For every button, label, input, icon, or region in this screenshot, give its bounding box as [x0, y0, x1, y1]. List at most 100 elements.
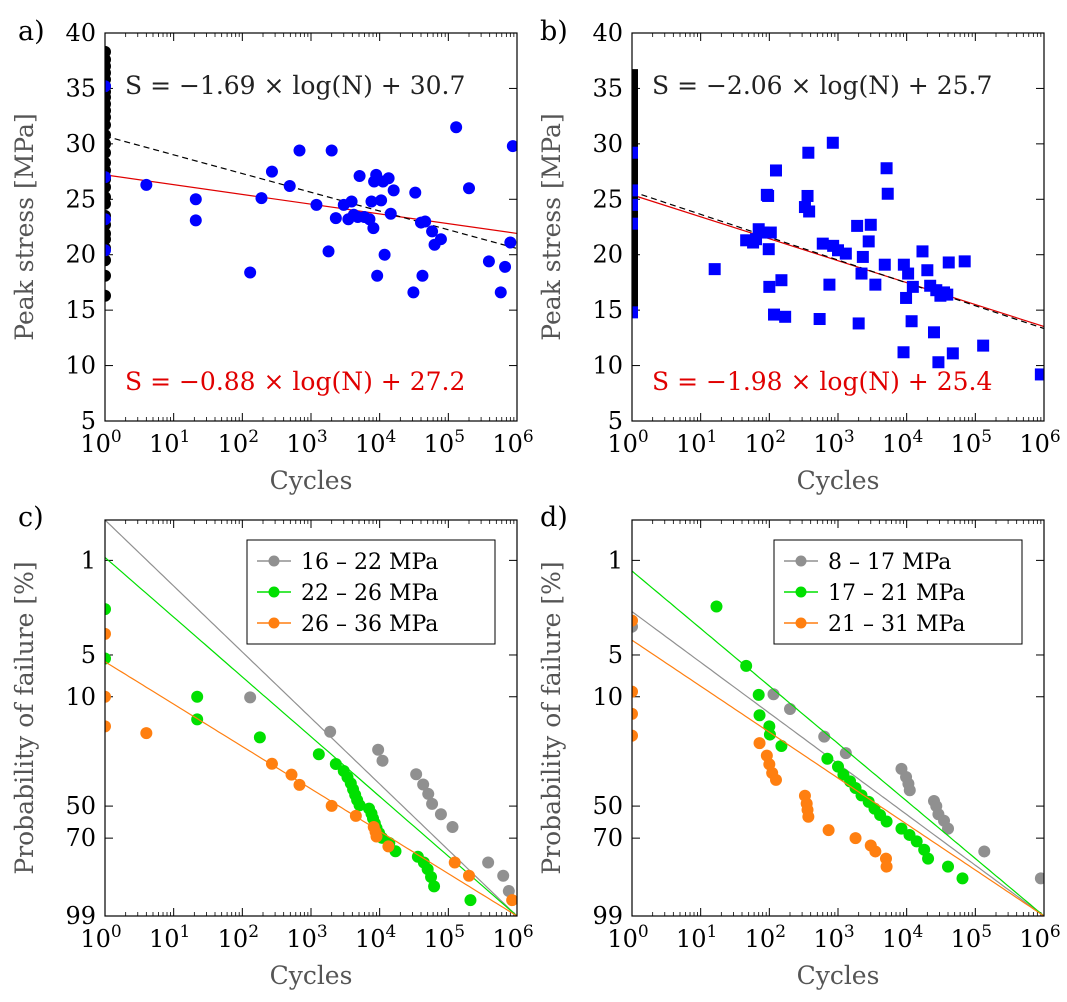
plot-area — [105, 45, 517, 302]
x-tick-label: 101 — [676, 427, 717, 458]
fit-curve — [105, 661, 517, 916]
axes-frame — [631, 519, 1045, 917]
data-point — [880, 860, 893, 873]
runout-point — [632, 288, 638, 301]
data-point — [293, 144, 306, 157]
data-point — [353, 170, 366, 183]
y-tick-label: 70 — [592, 824, 623, 852]
runout-point — [105, 128, 111, 141]
runout-point — [632, 95, 638, 108]
x-tick-label: 102 — [218, 922, 259, 953]
data-point — [191, 713, 204, 726]
y-tick-label: 99 — [65, 902, 96, 930]
data-point — [382, 840, 395, 853]
plot-area — [632, 69, 1044, 381]
x-tick-label: 102 — [218, 427, 259, 458]
y-tick-label: 10 — [65, 352, 96, 380]
data-point — [189, 214, 202, 227]
data-point — [753, 709, 766, 722]
runout-point — [105, 197, 111, 210]
legend-swatch-marker — [795, 586, 807, 598]
data-point — [942, 860, 955, 873]
data-point — [345, 195, 358, 208]
x-tick-label: 105 — [951, 427, 992, 458]
data-point — [956, 872, 969, 885]
data-point — [434, 233, 447, 246]
data-point — [502, 885, 515, 898]
data-point — [283, 179, 296, 192]
legend-label: 26 – 36 MPa — [301, 612, 438, 637]
legend-label: 22 – 26 MPa — [301, 581, 438, 606]
data-point — [958, 255, 971, 268]
data-point — [821, 752, 834, 765]
data-point — [946, 347, 959, 360]
data-point — [310, 198, 323, 211]
data-point — [506, 894, 517, 907]
data-point — [816, 237, 829, 250]
data-point — [450, 121, 463, 134]
data-point — [880, 815, 893, 828]
runout-point — [632, 162, 638, 175]
data-point — [932, 356, 945, 369]
data-point — [372, 743, 385, 756]
chart-panel-c: c) 100 101 102 103 104 105 106 1 5 10 50 70 99 Cycles P… — [10, 502, 534, 990]
data-point — [753, 737, 766, 750]
data-point — [191, 690, 204, 703]
data-point — [312, 748, 325, 761]
axes-frame — [104, 32, 518, 422]
data-point — [419, 215, 432, 228]
data-point — [189, 193, 202, 206]
data-point — [497, 869, 510, 882]
y-tick-label: 40 — [65, 19, 96, 47]
data-point — [353, 799, 366, 812]
chart-panel-d: d) 100 101 102 103 104 105 106 1 5 10 50 70 99 Cycles P… — [537, 502, 1061, 990]
runout-point — [632, 281, 638, 294]
runout-point — [632, 275, 638, 288]
runout-point — [632, 135, 638, 148]
runout-point — [632, 295, 638, 308]
data-point — [775, 739, 788, 752]
data-point — [764, 226, 777, 239]
data-point — [409, 186, 422, 199]
data-point — [325, 144, 338, 157]
data-point — [434, 808, 447, 821]
runout-point — [105, 119, 111, 132]
data-point — [367, 222, 380, 235]
data-point — [823, 278, 836, 291]
data-point — [878, 258, 891, 271]
x-tick-label: 104 — [355, 922, 396, 953]
data-point — [105, 720, 111, 733]
plot-area — [105, 520, 517, 916]
data-point — [856, 250, 869, 263]
fit-curve — [632, 570, 1044, 916]
data-point — [482, 856, 495, 869]
equation-all: S = −1.69 × log(N) + 30.7 — [125, 71, 465, 100]
data-point — [632, 614, 638, 627]
legend-label: 16 – 22 MPa — [301, 550, 438, 575]
data-point — [763, 728, 776, 741]
x-tick-label: 103 — [286, 427, 327, 458]
data-point — [632, 217, 638, 230]
y-axis-label: Peak stress [MPa] — [537, 113, 566, 340]
data-point — [382, 172, 395, 185]
data-point — [410, 768, 423, 781]
panel-label: a) — [18, 16, 45, 47]
x-tick-label: 104 — [882, 427, 923, 458]
data-point — [942, 256, 955, 269]
x-axis-label: Cycles — [797, 961, 880, 990]
legend-swatch-marker — [795, 555, 807, 567]
x-tick-label: 100 — [80, 922, 121, 953]
data-point — [140, 178, 153, 191]
runout-point — [632, 242, 638, 255]
data-point — [105, 627, 111, 640]
data-point — [375, 194, 388, 207]
panel-label: c) — [18, 502, 44, 533]
data-point — [140, 727, 153, 740]
data-point — [784, 702, 797, 715]
x-tick-label: 103 — [813, 922, 854, 953]
runout-point — [105, 269, 111, 282]
data-point — [105, 244, 111, 257]
data-point — [482, 255, 495, 268]
data-point — [710, 600, 723, 613]
data-point — [900, 291, 913, 304]
